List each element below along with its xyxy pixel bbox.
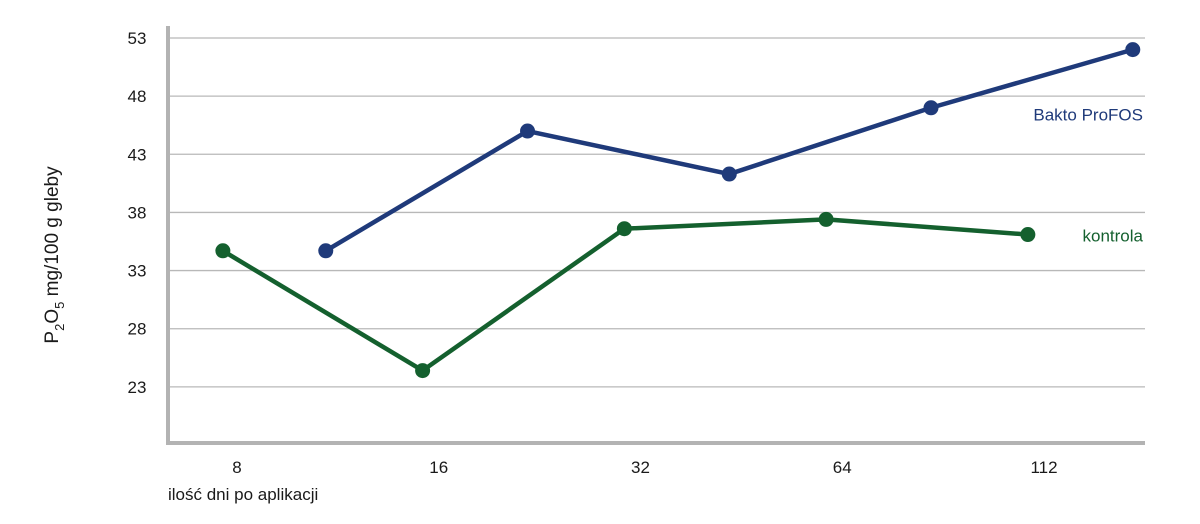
series-line	[323, 47, 1136, 254]
series-group	[215, 42, 1141, 379]
data-point	[1020, 227, 1036, 243]
data-point	[1125, 42, 1141, 58]
y-tick-label: 48	[128, 87, 147, 106]
data-point	[616, 221, 632, 237]
series-label: Bakto ProFOS	[1033, 106, 1143, 125]
data-point	[923, 100, 939, 116]
y-axis-title-p: P	[42, 331, 63, 344]
data-point	[415, 363, 431, 379]
y-axis-title: P2O5 mg/100 g gleby	[42, 166, 67, 344]
grid-lines	[168, 37, 1145, 388]
y-tick-label: 43	[128, 145, 147, 164]
data-point	[318, 243, 334, 259]
axes	[166, 26, 1145, 445]
y-tick-label: 23	[128, 378, 147, 397]
y-tick-labels: 23 28 33 38 43 48 53	[128, 29, 147, 397]
x-tick-label: 64	[833, 458, 852, 477]
x-tick-labels: 8 16 32 64 112	[232, 458, 1057, 477]
y-axis-title-sub2: 2	[52, 324, 67, 331]
y-axis-title-o: O	[42, 309, 63, 324]
series-label: kontrola	[1083, 227, 1144, 246]
y-tick-label: 38	[128, 203, 147, 222]
data-point	[215, 243, 231, 259]
data-point	[520, 123, 536, 139]
data-point	[721, 166, 737, 182]
y-tick-label: 53	[128, 29, 147, 48]
data-point	[818, 211, 834, 227]
y-tick-label: 28	[128, 320, 147, 339]
series-labels: Bakto ProFOS kontrola	[1033, 106, 1143, 246]
y-axis-title-sub5: 5	[52, 302, 67, 309]
x-tick-label: 8	[232, 458, 241, 477]
x-tick-label: 32	[631, 458, 650, 477]
y-axis-title-rest: mg/100 g gleby	[42, 166, 63, 302]
x-tick-label: 112	[1030, 458, 1057, 477]
x-tick-label: 16	[429, 458, 448, 477]
x-axis-title: ilość dni po aplikacji	[168, 485, 318, 504]
y-tick-label: 33	[128, 262, 147, 281]
